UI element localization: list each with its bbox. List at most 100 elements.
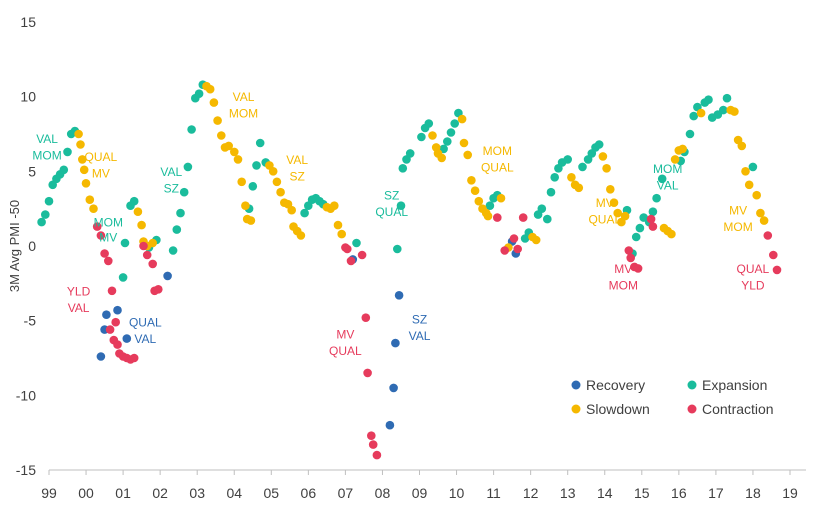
annotation-label: QUAL [375, 205, 408, 219]
legend-marker [571, 404, 581, 414]
annotation-label: MOM [483, 144, 512, 158]
data-point-slowdown [296, 231, 306, 240]
data-point-expansion [748, 162, 758, 172]
legend-item-expansion: Expansion [687, 377, 767, 393]
annotation-label: MV [729, 204, 747, 218]
data-point-contraction [769, 250, 778, 260]
data-point-expansion [37, 217, 46, 227]
data-point-slowdown [148, 238, 157, 248]
data-point-slowdown [531, 235, 541, 245]
x-tick-label: 02 [152, 485, 168, 501]
annotation-label: QUAL [588, 213, 621, 227]
data-point-contraction [646, 214, 656, 224]
annotation-label: SZ [384, 189, 399, 203]
annotation-label: MOM [94, 216, 123, 230]
annotation-label: MV [596, 196, 614, 210]
data-point-expansion [63, 147, 72, 157]
data-point-contraction [648, 222, 658, 231]
x-tick-label: 06 [301, 485, 317, 501]
data-point-slowdown [224, 141, 233, 151]
data-point-contraction [509, 234, 519, 243]
data-point-slowdown [76, 140, 85, 149]
legend-marker [571, 380, 581, 390]
data-point-slowdown [752, 190, 761, 200]
data-point-slowdown [74, 129, 83, 139]
y-tick-label: 15 [20, 14, 36, 30]
annotation-label: YLD [741, 278, 765, 292]
data-point-slowdown [79, 165, 89, 175]
data-point-expansion [417, 132, 426, 142]
legend-item-contraction: Contraction [687, 401, 774, 417]
x-tick-label: 00 [78, 485, 94, 501]
data-point-contraction [493, 213, 502, 222]
data-point-expansion [722, 93, 732, 103]
x-axis [48, 469, 806, 475]
x-tick-label: 10 [449, 485, 465, 501]
annotation-label: QUAL [85, 150, 118, 164]
legend-label: Contraction [702, 401, 774, 417]
data-point-contraction [107, 286, 117, 296]
data-point-slowdown [467, 176, 476, 185]
data-point-recovery [102, 310, 111, 320]
data-point-slowdown [137, 220, 146, 230]
x-tick-label: 13 [560, 485, 576, 501]
data-point-expansion [537, 204, 547, 213]
annotation-label: MV [336, 328, 354, 342]
annotation-label: VAL [36, 132, 58, 146]
data-point-expansion [172, 225, 182, 234]
series-expansion [37, 80, 758, 282]
annotation-label: MOM [229, 107, 258, 121]
data-point-contraction [148, 259, 157, 269]
data-point-expansion [393, 244, 402, 254]
data-point-slowdown [209, 98, 219, 107]
data-point-expansion [652, 193, 661, 203]
data-point-slowdown [230, 147, 239, 157]
annotation-label: QUAL [129, 316, 162, 330]
data-point-expansion [719, 105, 728, 115]
annotation-label: MV [99, 231, 117, 245]
data-point-slowdown [241, 201, 250, 210]
annotation-label: VAL [657, 178, 679, 192]
legend-marker [687, 380, 697, 390]
data-point-slowdown [437, 153, 447, 163]
data-point-slowdown [606, 185, 615, 194]
x-tick-label: 11 [486, 485, 501, 501]
annotation-label: MV [92, 166, 110, 180]
data-point-slowdown [496, 193, 506, 203]
data-point-expansion [179, 187, 189, 197]
annotation-label: VAL [409, 329, 431, 343]
data-point-slowdown [667, 229, 676, 239]
data-point-expansion [44, 196, 54, 206]
data-point-expansion [120, 238, 130, 248]
data-point-contraction [361, 313, 371, 323]
x-tick-label: 12 [523, 485, 539, 501]
data-point-slowdown [81, 179, 91, 188]
data-point-expansion [443, 137, 452, 146]
data-point-expansion [446, 128, 456, 137]
y-tick-label: -10 [16, 387, 36, 403]
data-point-expansion [129, 196, 139, 206]
data-point-slowdown [567, 173, 576, 182]
data-point-recovery [389, 383, 398, 393]
legend-label: Slowdown [586, 401, 650, 417]
data-point-recovery [122, 334, 132, 343]
data-point-expansion [648, 207, 658, 216]
data-point-contraction [518, 213, 528, 222]
x-tick-label: 03 [189, 485, 205, 501]
data-point-recovery [385, 420, 395, 430]
data-point-slowdown [483, 211, 493, 221]
data-point-slowdown [463, 150, 473, 160]
data-point-expansion [689, 111, 698, 121]
y-tick-label: -15 [16, 462, 36, 478]
data-point-contraction [513, 244, 522, 254]
data-point-slowdown [598, 152, 608, 161]
data-point-slowdown [670, 155, 680, 164]
data-point-contraction [772, 265, 782, 275]
data-point-slowdown [133, 207, 143, 216]
data-point-contraction [763, 231, 773, 240]
x-tick-label: 05 [264, 485, 280, 501]
y-axis-title: 3M Avg PMI -50 [7, 200, 22, 292]
data-point-slowdown [78, 155, 87, 164]
x-tick-label: 99 [41, 485, 57, 501]
annotation-label: MOM [723, 220, 752, 234]
